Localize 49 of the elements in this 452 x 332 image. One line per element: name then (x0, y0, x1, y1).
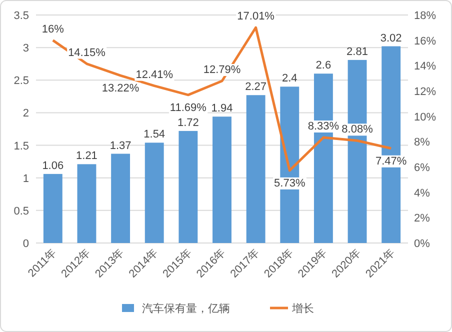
data-label: 8.08% (342, 124, 374, 136)
data-label: 2.81 (346, 46, 368, 58)
y-tick-label: 1.5 (14, 140, 29, 152)
y-tick-label: 3 (22, 42, 29, 55)
bar (111, 154, 130, 243)
data-label: 1.54 (144, 128, 166, 141)
data-label: 3.02 (380, 32, 402, 44)
data-label: 1.06 (42, 160, 64, 172)
bar (77, 164, 96, 243)
data-label: 13.22% (102, 82, 140, 95)
data-label: 14.15% (68, 46, 106, 59)
y2-tick-label: 18% (414, 10, 436, 22)
y2-tick-label: 4% (414, 187, 430, 200)
y2-tick-label: 14% (414, 60, 436, 73)
y2-tick-label: 0% (414, 238, 430, 250)
y2-tick-label: 10% (414, 111, 436, 124)
data-label: 1.21 (76, 150, 98, 162)
y2-tick-label: 8% (414, 136, 430, 149)
data-label: 2.4 (282, 72, 298, 85)
data-label: 5.73% (274, 177, 306, 190)
data-label: 16% (42, 23, 64, 36)
legend-label: 汽车保有量，亿辆 (142, 302, 230, 315)
bar (178, 130, 198, 243)
y2-tick-label: 6% (414, 162, 430, 174)
y-tick-label: 2.5 (14, 75, 29, 88)
y2-tick-label: 2% (414, 212, 430, 225)
data-label: 1.94 (211, 102, 233, 115)
y-tick-label: 2 (22, 108, 29, 120)
y-tick-label: 3.5 (14, 10, 29, 22)
y-tick-label: 0.5 (14, 205, 29, 218)
data-label: 12.41% (136, 68, 174, 81)
y2-tick-label: 16% (414, 35, 436, 48)
bar (144, 142, 164, 243)
data-label: 1.37 (110, 140, 132, 152)
data-label: 17.01% (237, 10, 275, 23)
legend-label: 增长 (291, 302, 314, 315)
y2-tick-label: 12% (414, 86, 436, 98)
bar (43, 174, 62, 243)
data-label: 12.79% (203, 64, 241, 76)
y-tick-label: 1 (22, 172, 29, 185)
data-label: 8.33% (308, 120, 340, 132)
data-label: 7.47% (375, 155, 407, 168)
data-label: 2.6 (316, 60, 332, 72)
bar (212, 116, 232, 243)
bar (246, 95, 266, 243)
y-tick-label: 0 (22, 238, 29, 250)
data-label: 2.27 (245, 81, 267, 94)
data-label: 1.72 (177, 116, 199, 129)
data-label: 11.69% (170, 102, 207, 114)
